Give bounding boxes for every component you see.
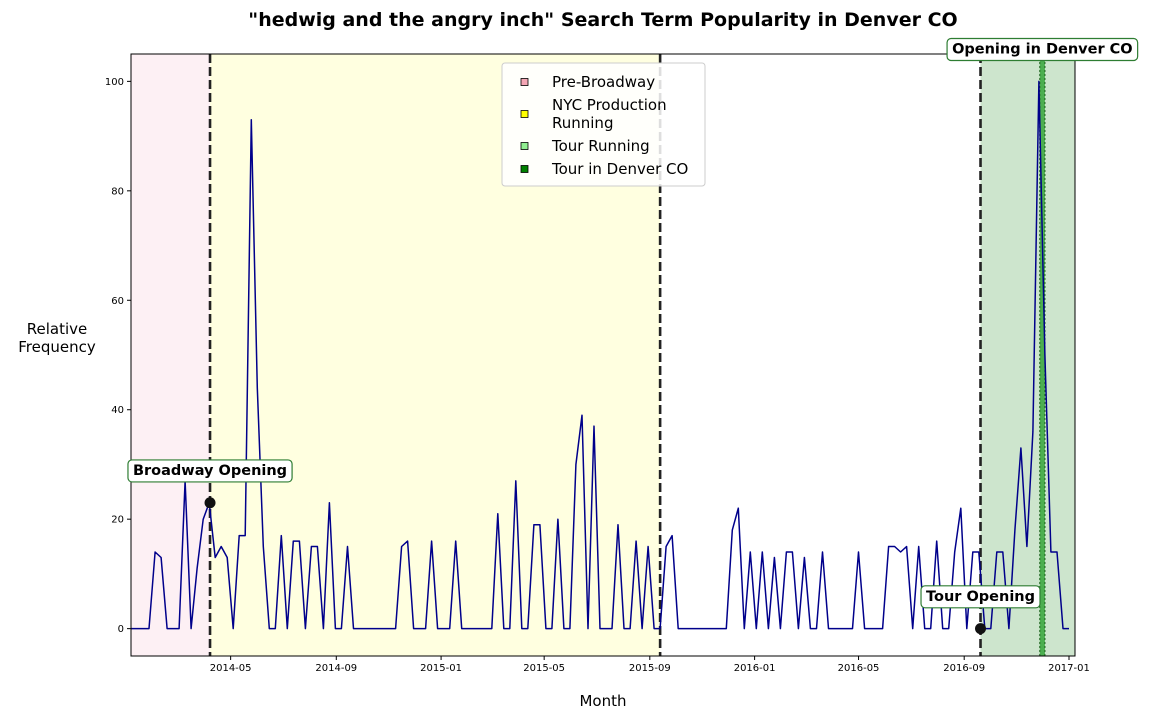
event-lines (208, 54, 982, 656)
event-marker (975, 623, 987, 635)
legend-label: Tour in Denver CO (551, 160, 688, 178)
x-tick-label: 2015-01 (420, 663, 462, 674)
y-axis-label-line: Relative (27, 320, 88, 338)
x-axis-label: Month (579, 692, 626, 710)
x-axis: 2014-05 2014-09 2015-01 2015-05 2015-09 2016-… (210, 656, 1090, 674)
event-markers (204, 497, 987, 635)
x-tick-label: 2016-01 (734, 663, 776, 674)
x-tick-label: 2016-09 (943, 663, 985, 674)
legend-swatch (520, 142, 529, 150)
annotation: Opening in Denver CO (946, 37, 1139, 62)
annotation-box (946, 37, 1139, 62)
annotation-box (920, 585, 1041, 609)
legend-swatch (520, 78, 529, 86)
legend-label: Running (552, 114, 613, 132)
legend-label: Tour Running (551, 137, 650, 155)
annotation: Tour Opening (920, 585, 1041, 609)
legend-swatch (520, 165, 529, 173)
series-line (131, 80, 1069, 630)
period-band (1039, 54, 1045, 656)
x-tick-label: 2015-05 (523, 663, 565, 674)
y-tick-label: 0 (118, 624, 124, 635)
legend-label: NYC Production (552, 96, 667, 114)
legend-label: Pre-Broadway (552, 73, 655, 91)
annotation-text: Opening in Denver CO (952, 42, 1133, 58)
x-tick-label: 2016-05 (838, 663, 880, 674)
x-tick-label: 2017-01 (1048, 663, 1090, 674)
x-tick-label: 2014-05 (210, 663, 252, 674)
x-tick-label: 2014-09 (315, 663, 357, 674)
period-band (131, 54, 211, 656)
annotation-box (127, 459, 293, 483)
annotation-text: Broadway Opening (133, 463, 287, 479)
legend-box (501, 62, 706, 187)
series-group (131, 80, 1069, 630)
y-tick-label: 40 (111, 405, 124, 416)
annotation: Broadway Opening (127, 459, 293, 483)
y-tick-label: 20 (111, 515, 124, 526)
annotation-text: Tour Opening (926, 589, 1035, 605)
y-tick-label: 80 (111, 186, 124, 197)
plot-frame (130, 53, 1076, 657)
y-tick-label: 60 (111, 296, 124, 307)
chart-title: "hedwig and the angry inch" Search Term … (248, 9, 957, 31)
event-marker (204, 497, 216, 509)
x-tick-label: 2015-09 (629, 663, 671, 674)
y-axis-label-line: Frequency (18, 338, 96, 356)
legend-swatch (520, 110, 529, 118)
y-axis: 0 20 40 60 80 100 (105, 77, 131, 635)
y-tick-label: 100 (105, 77, 124, 88)
period-band (980, 54, 1075, 656)
annotations: Broadway Opening Tour Opening Opening in D… (127, 37, 1139, 609)
